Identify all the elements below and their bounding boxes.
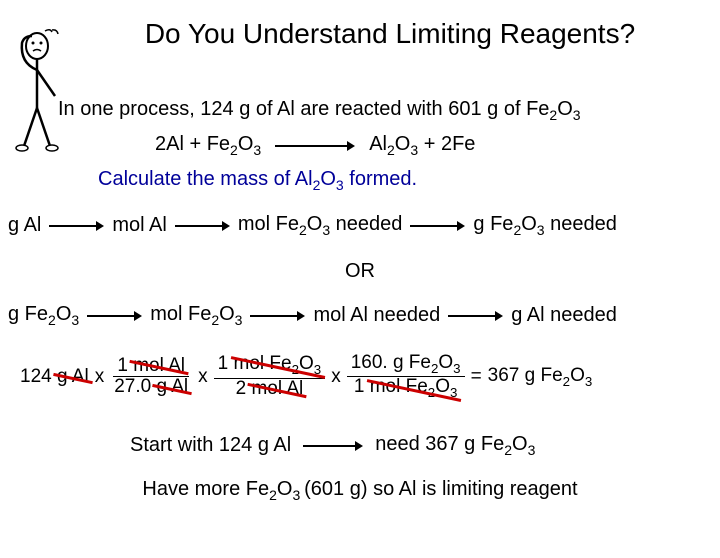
calculation-row: 124 g Al x 1 mol Al 27.0 g Al x 1 mol Fe… — [20, 353, 592, 401]
thinking-figure-icon — [10, 28, 65, 153]
calculation-result: 367 g Fe2O3 — [488, 365, 593, 389]
arrow-icon — [448, 310, 503, 322]
arrow-icon — [410, 220, 465, 232]
reaction-arrow-icon — [275, 139, 355, 153]
conversion-flow-fe: g Fe2O3 mol Fe2O3 mol Al needed g Al nee… — [8, 303, 617, 328]
problem-statement: In one process, 124 g of Al are reacted … — [58, 98, 581, 123]
cancelled-unit: g Al — [57, 366, 89, 388]
fraction-2: 1 mol Fe2O3 2 mol Al — [214, 354, 326, 399]
fraction-1: 1 mol Al 27.0 g Al — [110, 356, 192, 399]
or-divider: OR — [0, 260, 720, 283]
slide-title: Do You Understand Limiting Reagents? — [60, 18, 720, 50]
arrow-icon — [87, 310, 142, 322]
arrow-icon — [250, 310, 305, 322]
conclusion-text: Have more Fe2O3 (601 g) so Al is limitin… — [0, 478, 720, 503]
arrow-icon — [49, 220, 104, 232]
arrow-icon — [175, 220, 230, 232]
arrow-icon — [303, 440, 363, 452]
fraction-3: 160. g Fe2O3 1 mol Fe2O3 — [347, 353, 465, 401]
calculate-prompt: Calculate the mass of Al2O3 formed. — [98, 168, 417, 193]
chemical-equation: 2Al + Fe2O3 Al2O3 + 2Fe — [155, 133, 475, 158]
conversion-flow-al: g Al mol Al mol Fe2O3 needed g Fe2O3 nee… — [8, 213, 617, 238]
start-need-row: Start with 124 g Al need 367 g Fe2O3 — [130, 433, 535, 458]
